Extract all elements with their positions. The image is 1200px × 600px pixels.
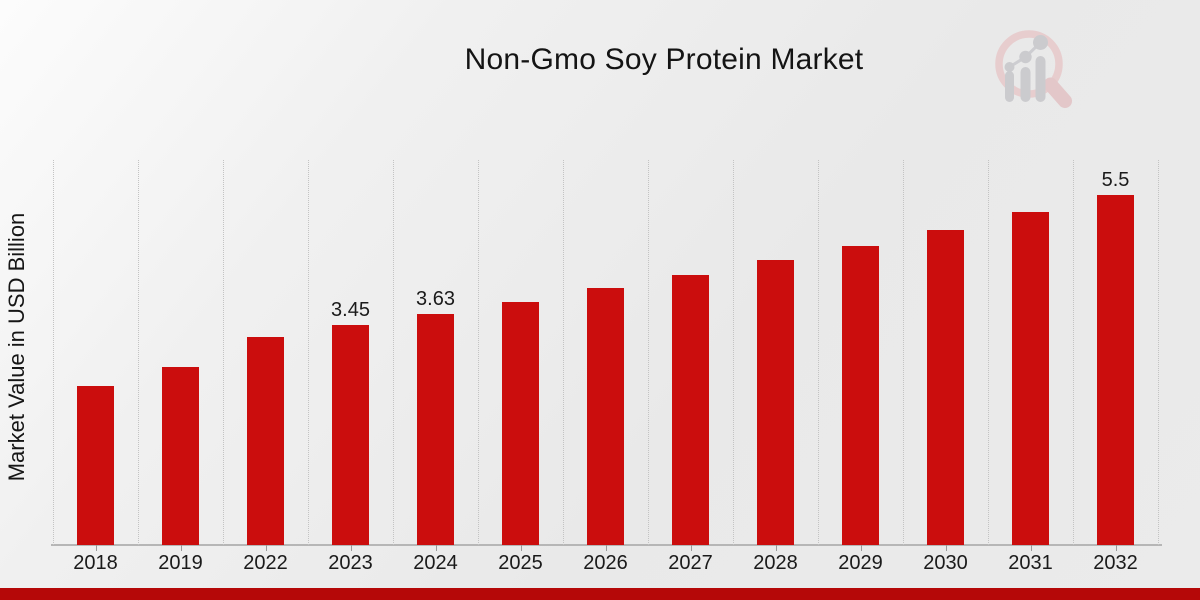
x-axis-label-2030: 2030 xyxy=(923,552,968,574)
gridline xyxy=(138,160,139,545)
bar-2024 xyxy=(417,314,454,545)
bar-value-label-2032: 5.5 xyxy=(1101,169,1130,191)
x-axis-label-2032: 2032 xyxy=(1093,552,1138,574)
bar-value-label-2023: 3.45 xyxy=(331,299,370,321)
x-axis-tick xyxy=(1030,545,1032,551)
x-axis-label-2028: 2028 xyxy=(753,552,798,574)
x-axis-tick xyxy=(520,545,522,551)
bar-2029 xyxy=(842,246,879,545)
x-axis-label-2025: 2025 xyxy=(498,552,543,574)
x-axis-line xyxy=(51,544,1162,546)
bar-2019 xyxy=(162,367,199,545)
x-axis-tick xyxy=(775,545,777,551)
gridline xyxy=(733,160,734,545)
x-axis-label-2022: 2022 xyxy=(243,552,288,574)
bar-2023 xyxy=(332,325,369,545)
x-axis-tick xyxy=(690,545,692,551)
gridline xyxy=(1158,160,1159,545)
gridline xyxy=(818,160,819,545)
bar-2032 xyxy=(1097,195,1134,545)
x-axis-label-2019: 2019 xyxy=(158,552,203,574)
x-axis-tick xyxy=(180,545,182,551)
plot-area: 2018 2019 2022 3.45 2023 3.63 2024 2025 2026 2027… xyxy=(51,160,1162,574)
bar-2031 xyxy=(1012,212,1049,545)
x-axis-tick xyxy=(605,545,607,551)
bar-2025 xyxy=(502,302,539,545)
chart-title: Non-Gmo Soy Protein Market xyxy=(464,43,864,76)
gridline xyxy=(988,160,989,545)
bar-2028 xyxy=(757,260,794,545)
market-research-future-logo-icon xyxy=(995,30,1072,108)
gridline xyxy=(393,160,394,545)
x-axis-tick xyxy=(95,545,97,551)
x-axis-tick xyxy=(350,545,352,551)
gridline xyxy=(903,160,904,545)
gridline xyxy=(53,160,54,545)
x-axis-label-2029: 2029 xyxy=(838,552,883,574)
gridline xyxy=(648,160,649,545)
gridline xyxy=(563,160,564,545)
x-axis-tick xyxy=(1115,545,1117,551)
x-axis-tick xyxy=(435,545,437,551)
bottom-accent-strip xyxy=(0,588,1200,600)
x-axis-label-2031: 2031 xyxy=(1008,552,1053,574)
bar-value-label-2024: 3.63 xyxy=(416,288,455,310)
bar-2027 xyxy=(672,275,709,545)
gridline xyxy=(308,160,309,545)
bar-2022 xyxy=(247,337,284,545)
bar-2018 xyxy=(77,386,114,545)
bar-2030 xyxy=(927,230,964,545)
gridline xyxy=(1073,160,1074,545)
bar-2026 xyxy=(587,288,624,545)
x-axis-label-2018: 2018 xyxy=(73,552,118,574)
x-axis-label-2023: 2023 xyxy=(328,552,373,574)
x-axis-tick xyxy=(945,545,947,551)
y-axis-label: Market Value in USD Billion xyxy=(4,212,29,482)
x-axis-tick xyxy=(860,545,862,551)
gridline xyxy=(223,160,224,545)
x-axis-label-2026: 2026 xyxy=(583,552,628,574)
x-axis-label-2027: 2027 xyxy=(668,552,713,574)
x-axis-label-2024: 2024 xyxy=(413,552,458,574)
x-axis-tick xyxy=(265,545,267,551)
gridline xyxy=(478,160,479,545)
